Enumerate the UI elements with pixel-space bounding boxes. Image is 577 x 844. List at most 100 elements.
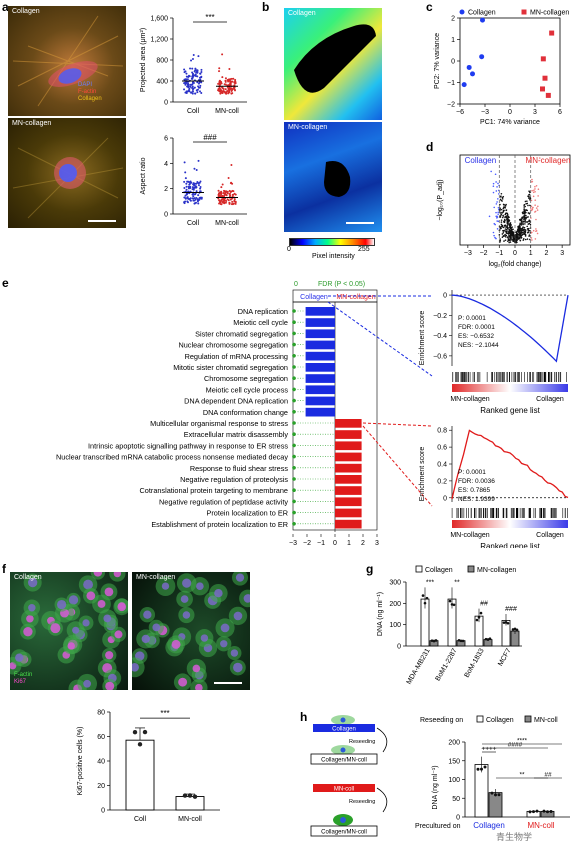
data-point xyxy=(184,177,187,180)
data-point xyxy=(423,601,427,605)
cell-nucleus xyxy=(114,630,123,639)
y-tick-label: −0.6 xyxy=(433,353,447,360)
data-point xyxy=(185,193,188,196)
data-point xyxy=(516,230,518,233)
data-point xyxy=(190,59,193,62)
cell-nucleus xyxy=(104,587,114,597)
data-point xyxy=(199,78,202,81)
data-point xyxy=(476,767,480,771)
data-point xyxy=(193,74,196,77)
data-point xyxy=(483,765,487,769)
sig-label: *** xyxy=(426,579,434,586)
data-point xyxy=(519,229,522,232)
x-tick-label: MCF7 xyxy=(497,647,513,667)
data-point xyxy=(496,217,498,219)
data-point xyxy=(497,220,500,223)
data-point xyxy=(510,235,513,237)
data-point xyxy=(521,227,524,230)
data-point xyxy=(224,77,227,80)
data-point xyxy=(534,238,537,240)
fdr-dot xyxy=(292,488,296,492)
data-point xyxy=(224,79,227,82)
data-point xyxy=(502,215,505,217)
data-point xyxy=(534,199,537,201)
legend-title: Reseeding on xyxy=(420,717,463,724)
data-point xyxy=(234,82,237,85)
data-point xyxy=(191,85,194,88)
data-point xyxy=(219,200,222,203)
data-point xyxy=(545,92,551,98)
data-point xyxy=(142,729,148,735)
cell-nucleus xyxy=(141,634,150,644)
heatmap-mn-collagen: MN-collagen xyxy=(284,122,382,232)
data-point xyxy=(488,215,491,218)
data-point xyxy=(199,187,202,190)
data-point xyxy=(231,200,234,203)
cell-nucleus xyxy=(200,634,209,642)
data-point xyxy=(234,200,237,203)
data-point xyxy=(190,77,193,80)
bar xyxy=(335,430,362,439)
data-point xyxy=(233,86,236,89)
data-point xyxy=(197,159,200,162)
data-point xyxy=(526,221,529,223)
data-point xyxy=(510,238,512,241)
data-point xyxy=(227,79,230,82)
cell-nucleus xyxy=(105,651,114,660)
data-point xyxy=(197,202,200,205)
data-point xyxy=(452,603,456,607)
sig-label: ### xyxy=(203,133,217,142)
data-point xyxy=(188,198,191,201)
data-point xyxy=(459,639,463,643)
data-point xyxy=(137,742,143,747)
nucleus-sketch xyxy=(340,817,346,823)
bar xyxy=(175,796,205,811)
data-point xyxy=(198,76,201,79)
data-point xyxy=(509,231,512,233)
data-point xyxy=(183,196,186,199)
sig-label: ## xyxy=(480,601,488,608)
data-point xyxy=(189,67,192,70)
data-point xyxy=(504,215,507,218)
x-tick-label: MN-coll xyxy=(215,220,239,227)
x-tick-label: −2 xyxy=(480,250,488,257)
data-point xyxy=(224,83,227,86)
data-point xyxy=(230,77,233,80)
data-point xyxy=(228,192,231,195)
data-point xyxy=(494,173,497,176)
data-point xyxy=(499,208,501,211)
bar xyxy=(305,363,335,372)
data-point xyxy=(184,200,187,203)
term-label: Establishment of protein localization to… xyxy=(151,520,288,529)
sig-label: ** xyxy=(454,579,460,586)
data-point xyxy=(509,235,511,237)
data-point xyxy=(524,223,526,225)
data-point xyxy=(530,199,533,202)
dish-label: Collagen/MN-coll xyxy=(321,758,367,764)
data-point xyxy=(504,213,507,216)
legend-collagen: Collagen xyxy=(78,96,102,102)
heatmap-collagen: Collagen xyxy=(284,8,382,120)
fdr-dot xyxy=(292,499,296,504)
data-point xyxy=(198,198,201,201)
y-tick-label: −0.2 xyxy=(433,313,447,320)
data-point xyxy=(501,198,504,200)
data-point xyxy=(501,212,503,214)
legend-label: MN-collagen xyxy=(530,10,569,17)
y-tick-label: 6 xyxy=(164,136,168,143)
x-tick-label: 0 xyxy=(508,109,512,116)
data-point xyxy=(188,90,191,93)
data-point xyxy=(507,220,510,223)
legend-dapi: DAPI xyxy=(78,82,93,88)
data-point xyxy=(518,232,520,234)
end-label: Collagen xyxy=(536,532,564,539)
colorbar xyxy=(289,238,375,246)
cell-nucleus xyxy=(28,577,38,588)
data-point xyxy=(218,192,221,195)
end-label: MN-collagen xyxy=(450,396,489,403)
term-label: Negative regulation of peptidase activit… xyxy=(159,497,288,506)
data-point xyxy=(191,193,194,196)
data-point xyxy=(192,182,195,185)
term-label: Chromosome segregation xyxy=(204,374,288,383)
colorbar-min: 0 xyxy=(287,246,291,253)
